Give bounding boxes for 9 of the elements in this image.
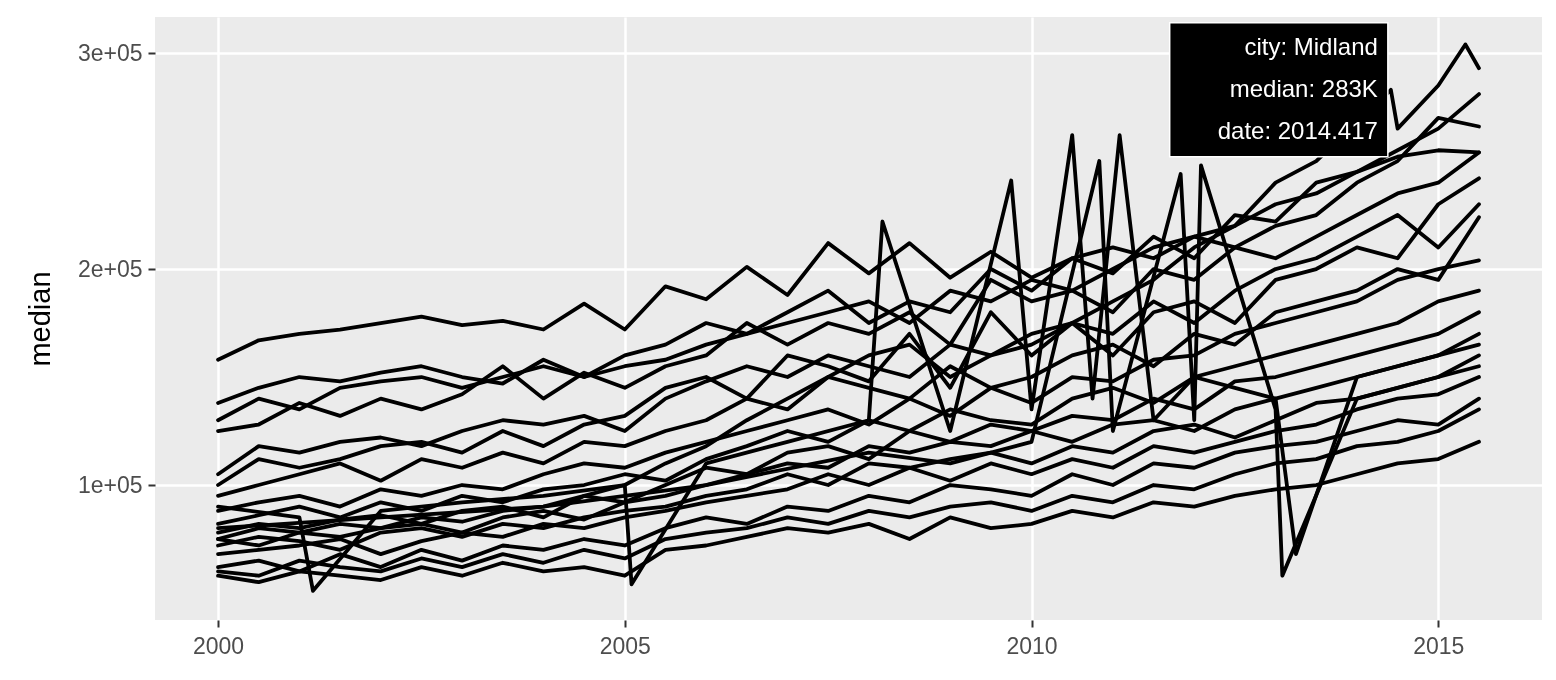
y-tick-label: 1e+05 xyxy=(77,471,143,498)
x-tick-label: 2000 xyxy=(192,632,245,659)
x-tick-label: 2005 xyxy=(599,632,651,659)
annotation: city: Midland median: 283K date: 2014.417 xyxy=(1217,32,1378,144)
y-axis-title: median xyxy=(23,271,56,367)
x-tick-label: 2010 xyxy=(1006,632,1058,659)
y-tick-label: 2e+05 xyxy=(77,255,143,282)
x-tick-label: 2015 xyxy=(1413,632,1465,659)
y-tick-label: 3e+05 xyxy=(77,39,143,66)
